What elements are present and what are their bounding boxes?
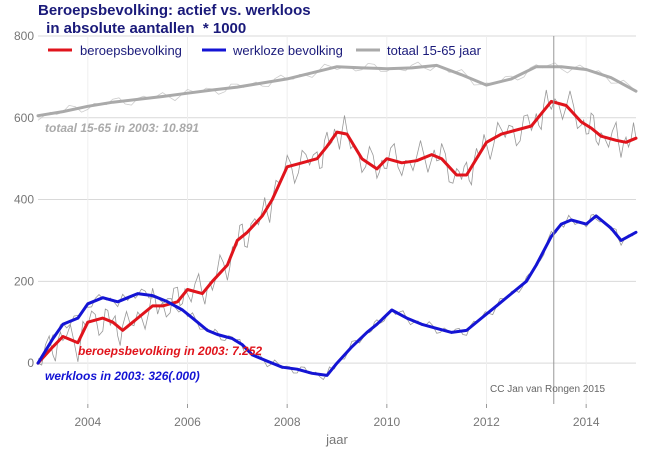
y-axis-ticks: 0 200 400 600 800	[14, 29, 34, 370]
x-tick-label-2010: 2010	[373, 415, 400, 429]
y-tick-label-400: 400	[14, 193, 34, 207]
x-tick-label-2004: 2004	[74, 415, 101, 429]
annotation-werkloos: werkloos in 2003: 326(.000)	[45, 369, 200, 383]
credit-text: CC Jan van Rongen 2015	[490, 384, 606, 395]
x-tick-label-2012: 2012	[473, 415, 500, 429]
y-tick-label-600: 600	[14, 111, 34, 125]
grid	[38, 35, 636, 404]
annotation-beroepsbevolking: beroepsbevolking in 2003: 7.252	[78, 344, 262, 358]
x-tick-label-2006: 2006	[174, 415, 201, 429]
x-axis-ticks: 2004 2006 2008 2010 2012 2014	[74, 404, 600, 429]
series-line-2	[36, 63, 638, 118]
legend-label-werkloze-bevolking: werkloze bevolking	[232, 43, 343, 58]
smooth-series-lines	[36, 63, 638, 377]
series-line-0	[36, 99, 638, 365]
y-tick-label-0: 0	[27, 356, 34, 370]
plot-background	[38, 36, 636, 404]
series-line-1	[36, 214, 638, 377]
annotation-totaal: totaal 15-65 in 2003: 10.891	[45, 121, 199, 135]
legend-label-totaal: totaal 15-65 jaar	[387, 43, 482, 58]
y-tick-label-200: 200	[14, 274, 34, 288]
chart-title: Beroepsbevolking: actief vs. werkloos	[38, 2, 311, 19]
x-tick-label-2014: 2014	[573, 415, 600, 429]
legend: beroepsbevolking werkloze bevolking tota…	[48, 43, 482, 58]
legend-label-beroepsbevolking: beroepsbevolking	[80, 43, 182, 58]
raw-line-0	[37, 89, 637, 366]
chart-subtitle: in absolute aantallen * 1000	[42, 20, 247, 37]
y-tick-label-800: 800	[14, 29, 34, 43]
x-axis-label: jaar	[325, 432, 348, 447]
x-tick-label-2008: 2008	[274, 415, 301, 429]
